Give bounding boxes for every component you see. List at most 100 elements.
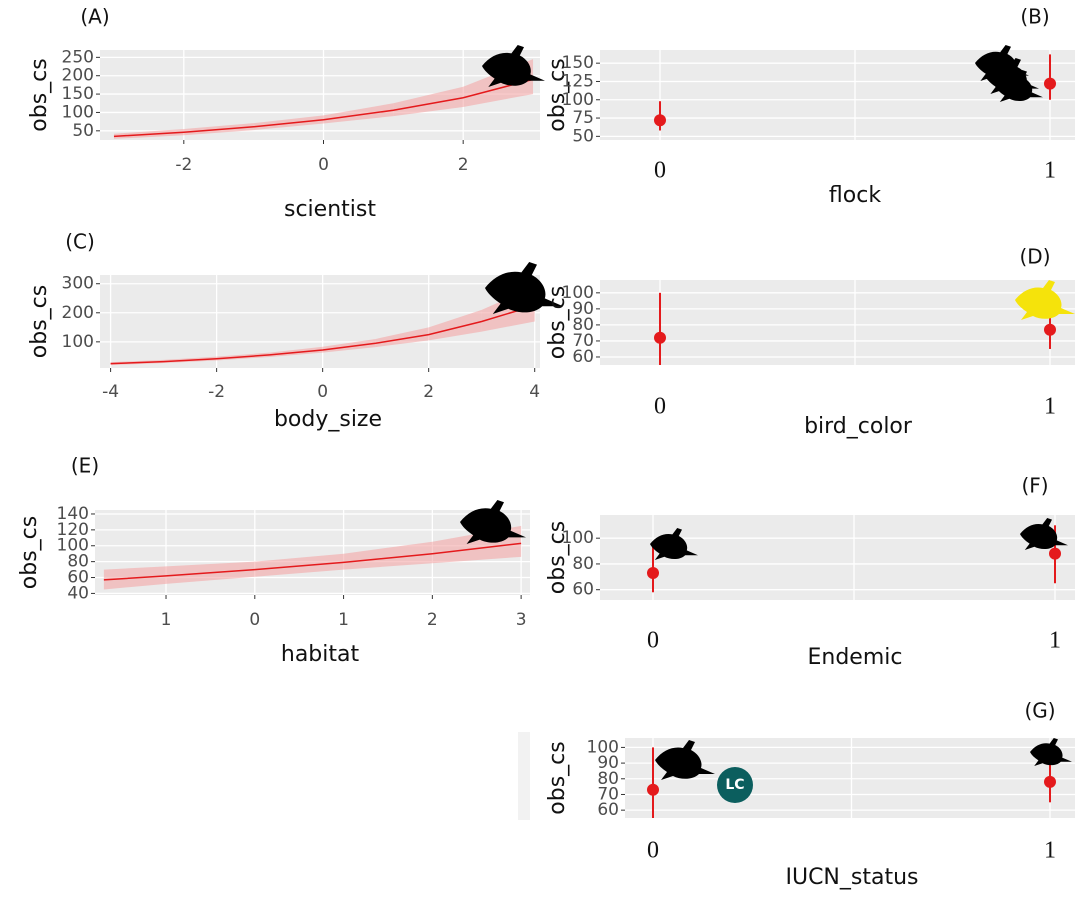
y-tick-label: 150 — [562, 53, 594, 73]
y-tick-label: 100 — [62, 102, 94, 122]
y-tick-label: 70 — [572, 331, 594, 351]
x-tick-label: 2 — [458, 155, 469, 175]
x-tick-label: 1 — [1044, 838, 1056, 864]
x-tick-label: 1 — [1049, 628, 1061, 654]
status-badge-text: LC — [725, 777, 744, 793]
y-tick-label: 60 — [597, 800, 619, 820]
x-tick-label: 1 — [1044, 394, 1056, 420]
confidence-band — [254, 553, 344, 577]
y-tick-label: 100 — [57, 536, 89, 556]
plot-background — [600, 280, 1075, 365]
y-tick-label: 40 — [67, 583, 89, 603]
y-axis-title: obs_cs — [27, 58, 52, 131]
confidence-band — [323, 103, 394, 124]
x-tick-label: 2 — [427, 610, 438, 630]
panel-label: (E) — [71, 454, 99, 478]
fit-line — [103, 542, 522, 581]
x-tick-label: 1 — [161, 610, 172, 630]
point — [647, 566, 659, 579]
y-tick-label: 100 — [562, 283, 594, 303]
x-axis-title: scientist — [284, 197, 376, 222]
y-tick-label: 100 — [562, 90, 594, 110]
y-tick-label: 50 — [572, 126, 594, 146]
point — [1044, 323, 1056, 336]
y-tick-label: 80 — [597, 769, 619, 789]
bird-icon — [485, 262, 563, 314]
x-tick-label: 3 — [516, 610, 527, 630]
y-tick-label: 80 — [572, 554, 594, 574]
panel-label: (D) — [1019, 245, 1050, 269]
y-tick-label: 140 — [57, 504, 89, 524]
y-tick-label: 50 — [72, 121, 94, 141]
y-tick-label: 100 — [562, 528, 594, 548]
y-tick-label: 60 — [572, 347, 594, 367]
x-tick-label: 0 — [249, 610, 260, 630]
x-tick-label: -4 — [102, 382, 119, 402]
panel-label: (B) — [1020, 5, 1049, 29]
confidence-band — [393, 86, 464, 117]
point — [1044, 775, 1056, 788]
x-tick-label: 2 — [423, 382, 434, 402]
x-axis-title: flock — [829, 183, 881, 208]
panel-label: (A) — [80, 5, 109, 29]
confidence-band — [343, 541, 433, 570]
x-axis-title: habitat — [281, 642, 360, 667]
x-tick-label: 0 — [654, 394, 666, 420]
y-tick-label: 300 — [62, 274, 94, 294]
y-axis-title: obs_cs — [545, 521, 570, 594]
y-axis-title: obs_cs — [27, 285, 52, 358]
x-tick-label: -2 — [208, 382, 225, 402]
y-tick-label: 60 — [67, 568, 89, 588]
bird-icon — [1030, 738, 1072, 766]
bird-icon — [995, 70, 1043, 102]
y-tick-label: 200 — [62, 303, 94, 323]
fit-line — [110, 304, 535, 365]
x-axis-title: Endemic — [808, 645, 903, 670]
x-tick-label: 1 — [338, 610, 349, 630]
y-axis-title: obs_cs — [545, 741, 570, 814]
point — [1044, 77, 1056, 90]
y-axis-title: obs_cs — [545, 286, 570, 359]
bird-icon — [1020, 518, 1068, 550]
y-tick-label: 200 — [62, 66, 94, 86]
panel-label: (F) — [1021, 474, 1048, 498]
y-tick-label: 90 — [572, 299, 594, 319]
confidence-band — [428, 309, 482, 341]
x-tick-label: -2 — [175, 155, 192, 175]
point — [647, 783, 659, 796]
y-tick-label: 90 — [597, 753, 619, 773]
x-tick-label: 0 — [647, 838, 659, 864]
confidence-band — [322, 338, 376, 353]
y-tick-label: 70 — [597, 784, 619, 804]
bird-icon — [1015, 280, 1075, 320]
bird-icon — [460, 500, 526, 544]
fit-line — [113, 78, 534, 138]
y-tick-label: 120 — [57, 520, 89, 540]
blank-panel-strip — [518, 732, 530, 820]
x-axis-title: body_size — [274, 407, 382, 432]
panel-label: (G) — [1024, 699, 1055, 723]
plot-background — [625, 738, 1075, 818]
bird-icon — [655, 740, 715, 780]
y-tick-label: 60 — [572, 580, 594, 600]
y-tick-label: 100 — [587, 737, 619, 757]
point — [654, 331, 666, 344]
y-tick-label: 75 — [572, 108, 594, 128]
y-tick-label: 80 — [67, 552, 89, 572]
x-tick-label: 1 — [1044, 158, 1056, 184]
y-axis-title: obs_cs — [17, 516, 42, 589]
bird-icon — [482, 45, 545, 87]
x-tick-label: 0 — [647, 628, 659, 654]
x-tick-label: 0 — [654, 158, 666, 184]
y-axis-title: obs_cs — [545, 58, 570, 131]
y-tick-label: 80 — [572, 315, 594, 335]
x-axis-title: IUCN_status — [785, 865, 918, 890]
y-tick-label: 100 — [62, 332, 94, 352]
status-badge — [717, 767, 753, 803]
y-tick-label: 125 — [562, 71, 594, 91]
y-tick-label: 250 — [62, 47, 94, 67]
point — [654, 114, 666, 127]
x-axis-title: bird_color — [804, 414, 913, 439]
x-tick-label: 4 — [529, 382, 540, 402]
